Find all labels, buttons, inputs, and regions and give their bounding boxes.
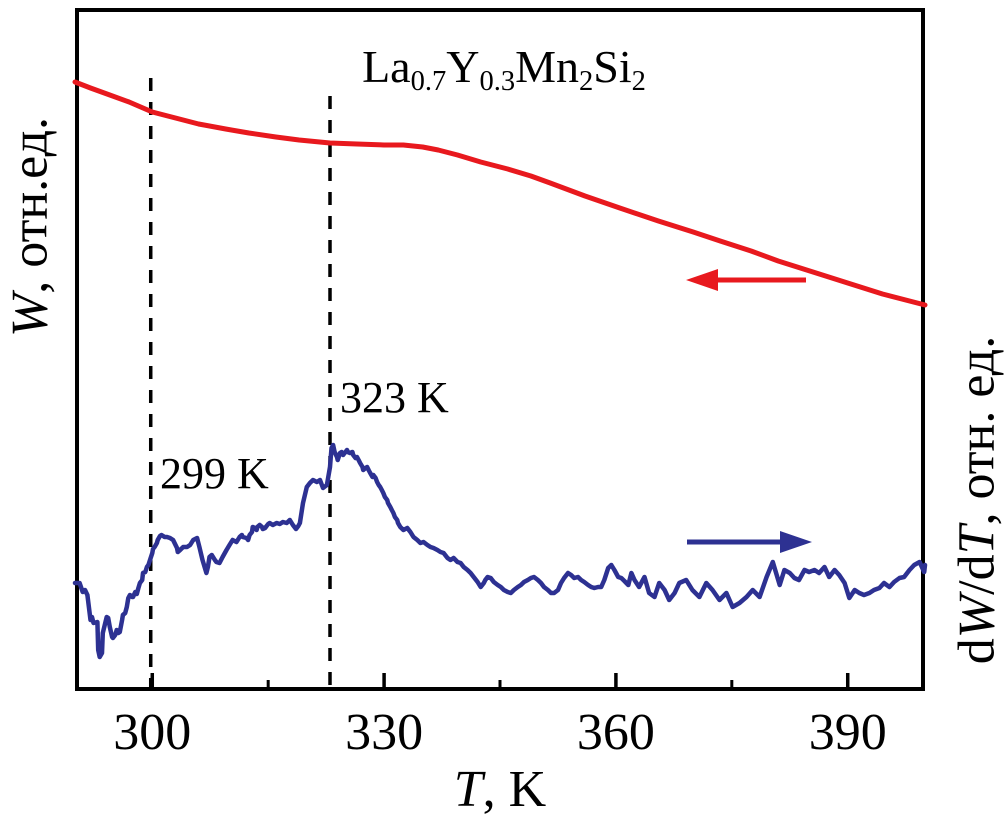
- label-segment: , K: [482, 761, 547, 818]
- label-segment: 0.7: [410, 65, 447, 97]
- label-segment: d: [948, 638, 1004, 665]
- blue-curve: [72, 442, 928, 660]
- x-tick-label-300: 300: [113, 704, 192, 761]
- left-y-axis-label: W, отн.ед.: [1, 117, 60, 337]
- x-tick-label-330: 330: [345, 704, 424, 761]
- red-arrow-left-head: [686, 269, 718, 291]
- label-segment: /d: [948, 554, 1004, 595]
- annotation-label-299k: 299 K: [160, 449, 269, 498]
- label-segment: 2: [579, 65, 594, 97]
- label-segment: , отн. ед.: [948, 335, 1004, 526]
- label-segment: T: [453, 761, 483, 818]
- label-segment: Y: [446, 41, 480, 92]
- label-segment: Mn: [515, 41, 580, 92]
- label-segment: T: [948, 525, 1004, 555]
- label-segment: 2: [631, 65, 646, 97]
- chart-title: La0.7Y0.3Mn2Si2: [362, 40, 646, 98]
- right-y-axis-label: dW/dT, отн. ед.: [948, 336, 1004, 664]
- label-segment: La: [362, 41, 411, 92]
- annotation-label-323k: 323 K: [340, 373, 449, 422]
- red-curve: [72, 79, 928, 308]
- x-tick-label-360: 360: [576, 704, 655, 761]
- label-segment: Si: [593, 41, 632, 92]
- x-axis-label: T, K: [454, 760, 546, 819]
- blue-arrow-right-head: [780, 531, 812, 553]
- label-segment: W: [1, 293, 59, 338]
- label-segment: , отн.ед.: [1, 116, 59, 294]
- label-segment: W: [948, 594, 1004, 639]
- x-tick-label-390: 390: [808, 704, 887, 761]
- label-segment: 0.3: [479, 65, 516, 97]
